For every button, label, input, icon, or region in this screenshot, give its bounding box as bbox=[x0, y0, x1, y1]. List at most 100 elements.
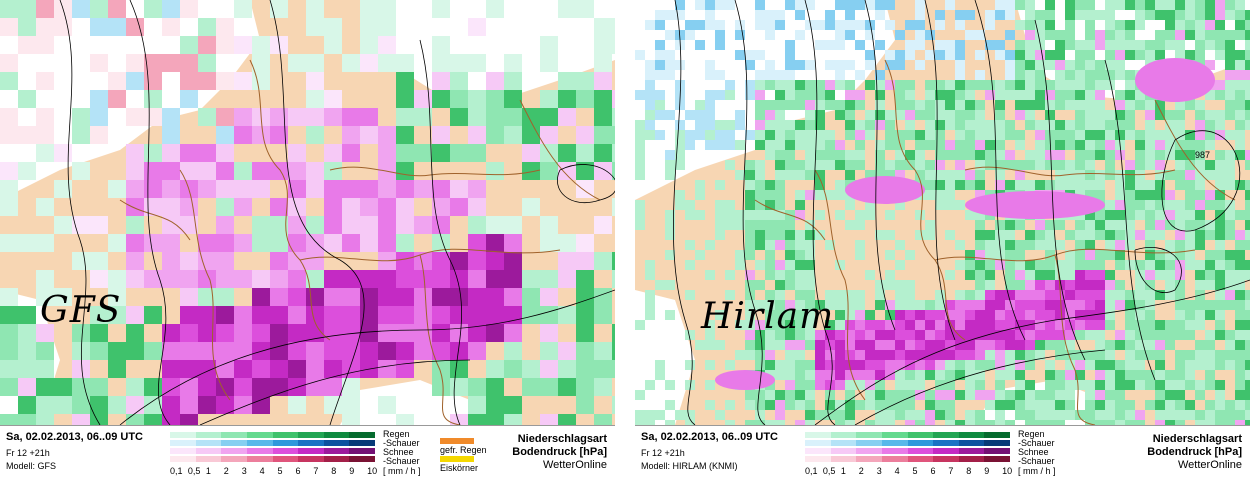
precip-cell bbox=[1095, 190, 1105, 200]
title-niederschlagsart: Niederschlagsart bbox=[517, 433, 607, 445]
precip-cell bbox=[1235, 50, 1245, 60]
precip-cell bbox=[1085, 130, 1095, 140]
precip-cell bbox=[645, 410, 655, 420]
precip-cell bbox=[162, 378, 180, 396]
precip-cell bbox=[885, 390, 895, 400]
precip-cell bbox=[645, 60, 655, 70]
precip-cell bbox=[1185, 300, 1195, 310]
precip-cell bbox=[1245, 100, 1250, 110]
precip-cell bbox=[396, 216, 414, 234]
precip-cell bbox=[785, 70, 795, 80]
precip-cell bbox=[1205, 0, 1215, 10]
precip-cell bbox=[54, 396, 72, 414]
precip-cell bbox=[216, 18, 234, 36]
precip-cell bbox=[745, 250, 755, 260]
precip-cell bbox=[815, 210, 825, 220]
precip-cell bbox=[1065, 120, 1075, 130]
precip-cell bbox=[1125, 350, 1135, 360]
precip-cell bbox=[1205, 270, 1215, 280]
precip-cell bbox=[1185, 10, 1195, 20]
precip-cell bbox=[1085, 330, 1095, 340]
precip-cell bbox=[885, 210, 895, 220]
precip-cell bbox=[895, 110, 905, 120]
precip-cell bbox=[198, 342, 216, 360]
precip-cell bbox=[1135, 100, 1145, 110]
precip-cell bbox=[815, 110, 825, 120]
precip-cell bbox=[765, 350, 775, 360]
precip-cell bbox=[1195, 10, 1205, 20]
precip-cell bbox=[955, 170, 965, 180]
precip-cell bbox=[144, 162, 162, 180]
precip-cell bbox=[36, 342, 54, 360]
precip-cell bbox=[865, 320, 875, 330]
precip-cell bbox=[795, 280, 805, 290]
precip-cell bbox=[18, 234, 36, 252]
precip-cell bbox=[1035, 30, 1045, 40]
precip-cell bbox=[486, 306, 504, 324]
precip-cell bbox=[576, 72, 594, 90]
precip-cell bbox=[1035, 290, 1045, 300]
precip-cell bbox=[655, 410, 665, 420]
precip-cell bbox=[216, 306, 234, 324]
precip-cell bbox=[468, 126, 486, 144]
precip-cell bbox=[1075, 70, 1085, 80]
precip-cell bbox=[665, 280, 675, 290]
precip-cell bbox=[1085, 160, 1095, 170]
precip-cell bbox=[1065, 310, 1075, 320]
precip-cell bbox=[1125, 370, 1135, 380]
precip-cell bbox=[72, 414, 90, 425]
precip-cell bbox=[1045, 120, 1055, 130]
precip-cell bbox=[1205, 400, 1215, 410]
precip-cell bbox=[815, 170, 825, 180]
precip-cell bbox=[216, 108, 234, 126]
precip-cell bbox=[815, 40, 825, 50]
precip-cell bbox=[955, 390, 965, 400]
precip-cell bbox=[795, 420, 805, 425]
precip-cell bbox=[1055, 100, 1065, 110]
precip-cell bbox=[855, 240, 865, 250]
precip-cell bbox=[594, 90, 612, 108]
precip-cell bbox=[126, 108, 144, 126]
precip-cell bbox=[865, 120, 875, 130]
precip-cell bbox=[486, 378, 504, 396]
precip-cell bbox=[975, 260, 985, 270]
precip-cell bbox=[216, 198, 234, 216]
tick-label: 9 bbox=[984, 466, 990, 476]
precip-cell bbox=[945, 140, 955, 150]
precip-cell bbox=[1155, 0, 1165, 10]
precip-cell bbox=[885, 400, 895, 410]
precip-cell bbox=[1095, 30, 1105, 40]
precip-cell bbox=[1105, 270, 1115, 280]
precip-cell bbox=[765, 70, 775, 80]
precip-cell bbox=[815, 140, 825, 150]
precip-cell bbox=[1165, 120, 1175, 130]
precip-cell bbox=[1015, 290, 1025, 300]
precip-cell bbox=[965, 300, 975, 310]
precip-cell bbox=[1175, 100, 1185, 110]
precip-cell bbox=[755, 420, 765, 425]
precip-cell bbox=[885, 280, 895, 290]
precip-cell bbox=[825, 140, 835, 150]
precip-cell bbox=[288, 270, 306, 288]
precip-cell bbox=[995, 80, 1005, 90]
country-border bbox=[299, 248, 561, 262]
precip-cell bbox=[935, 360, 945, 370]
precip-cell bbox=[655, 20, 665, 30]
precip-cell bbox=[90, 414, 108, 425]
precip-cell bbox=[775, 410, 785, 420]
precip-cell bbox=[835, 40, 845, 50]
precip-cell bbox=[835, 0, 845, 10]
precip-cell bbox=[1015, 370, 1025, 380]
country-border bbox=[884, 59, 966, 341]
precip-cell bbox=[1105, 120, 1115, 130]
hirlam-map: 987 Hirlam bbox=[635, 0, 1250, 425]
precip-cell bbox=[925, 120, 935, 130]
precip-cell bbox=[1235, 330, 1245, 340]
precip-cell bbox=[885, 120, 895, 130]
precip-cell bbox=[1145, 200, 1155, 210]
precip-cell bbox=[1105, 350, 1115, 360]
precip-cell bbox=[845, 20, 855, 30]
precip-cell bbox=[468, 396, 486, 414]
precip-cell bbox=[0, 306, 18, 324]
precip-cell bbox=[18, 306, 36, 324]
